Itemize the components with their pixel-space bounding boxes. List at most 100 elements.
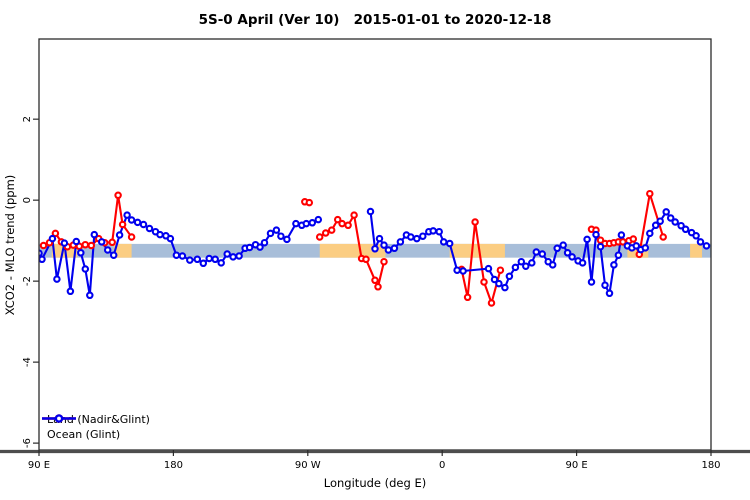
data-point: [553, 244, 561, 253]
data-point: [471, 218, 479, 226]
y-tick-label: -4: [22, 357, 33, 367]
data-point: [396, 238, 405, 246]
data-point: [145, 224, 154, 233]
data-point: [229, 253, 237, 261]
data-point: [277, 232, 285, 240]
data-point: [90, 230, 99, 239]
data-point: [109, 251, 118, 259]
data-point: [333, 215, 342, 224]
data-point: [390, 244, 399, 253]
x-tick-label: 180: [701, 460, 720, 471]
data-point: [133, 218, 142, 227]
data-point: [495, 279, 503, 288]
data-point: [538, 250, 547, 258]
data-point: [563, 249, 572, 257]
data-point: [610, 261, 618, 269]
data-point: [578, 259, 587, 267]
data-point: [327, 226, 336, 234]
data-point: [223, 250, 231, 258]
data-point: [484, 264, 493, 273]
data-point: [596, 242, 605, 251]
data-point: [283, 235, 291, 244]
data-point: [81, 240, 90, 249]
data-point: [528, 259, 536, 267]
data-point: [463, 293, 472, 302]
y-tick-label: -2: [22, 276, 33, 286]
data-point: [435, 227, 443, 236]
data-point: [103, 246, 112, 254]
data-point: [127, 233, 136, 241]
data-point: [559, 241, 567, 249]
data-point: [350, 211, 358, 219]
land-band-segment: [319, 243, 386, 258]
x-tick-label: 90 W: [295, 460, 321, 471]
data-point: [48, 234, 57, 243]
legend: Land (Nadir&Glint) Ocean (Glint): [41, 412, 150, 442]
data-point: [305, 198, 314, 207]
data-point: [374, 283, 382, 291]
data-point: [260, 238, 269, 247]
data-point: [413, 234, 421, 243]
data-point: [245, 243, 254, 252]
data-point: [384, 246, 393, 254]
data-point: [459, 267, 467, 275]
data-point: [605, 289, 614, 298]
data-point: [266, 229, 275, 238]
data-point: [511, 263, 520, 272]
data-point: [496, 266, 505, 274]
data-point: [419, 232, 427, 240]
data-point: [338, 219, 346, 228]
data-point: [696, 238, 705, 246]
data-point: [662, 208, 670, 216]
data-point: [39, 249, 43, 257]
data-point: [617, 231, 626, 239]
data-point: [592, 230, 600, 239]
data-point: [614, 251, 623, 259]
data-point: [522, 262, 530, 270]
data-point: [115, 231, 124, 239]
data-point: [671, 218, 679, 226]
data-point: [217, 259, 225, 267]
y-axis-label: XCO2 - MLO trend (ppm): [3, 174, 17, 316]
data-point: [677, 221, 685, 230]
data-point: [344, 221, 352, 230]
data-point: [205, 254, 213, 263]
data-point: [127, 216, 136, 224]
legend-item-ocean: Ocean (Glint): [41, 414, 150, 442]
data-point: [193, 255, 202, 264]
data-point: [81, 265, 90, 273]
data-point: [166, 234, 175, 243]
data-point: [646, 229, 654, 238]
data-point: [272, 226, 281, 234]
data-point: [641, 244, 650, 252]
x-tick-label: 90 E: [565, 460, 587, 471]
data-point: [60, 239, 69, 247]
data-point: [666, 214, 675, 222]
data-point: [601, 281, 609, 289]
data-point: [362, 255, 370, 264]
data-point: [156, 230, 164, 239]
data-point: [97, 238, 106, 246]
data-point: [292, 219, 300, 228]
data-point: [186, 256, 194, 264]
legend-ocean-label: Ocean (Glint): [47, 428, 121, 441]
series-line: [460, 221, 502, 307]
data-point: [380, 257, 388, 266]
data-point: [480, 278, 488, 286]
data-point: [51, 229, 60, 238]
data-point: [139, 220, 148, 229]
land-band-segment: [113, 243, 132, 258]
data-point: [53, 275, 61, 283]
data-point: [72, 237, 81, 246]
data-point: [646, 189, 654, 198]
data-point: [702, 242, 711, 250]
data-point: [532, 248, 541, 256]
data-point: [453, 266, 461, 274]
data-point: [632, 242, 641, 250]
data-point: [445, 239, 454, 248]
land-band-segment: [690, 243, 703, 258]
data-point: [656, 217, 664, 225]
y-tick-label: -6: [22, 438, 33, 448]
y-tick-label: 2: [22, 116, 33, 122]
